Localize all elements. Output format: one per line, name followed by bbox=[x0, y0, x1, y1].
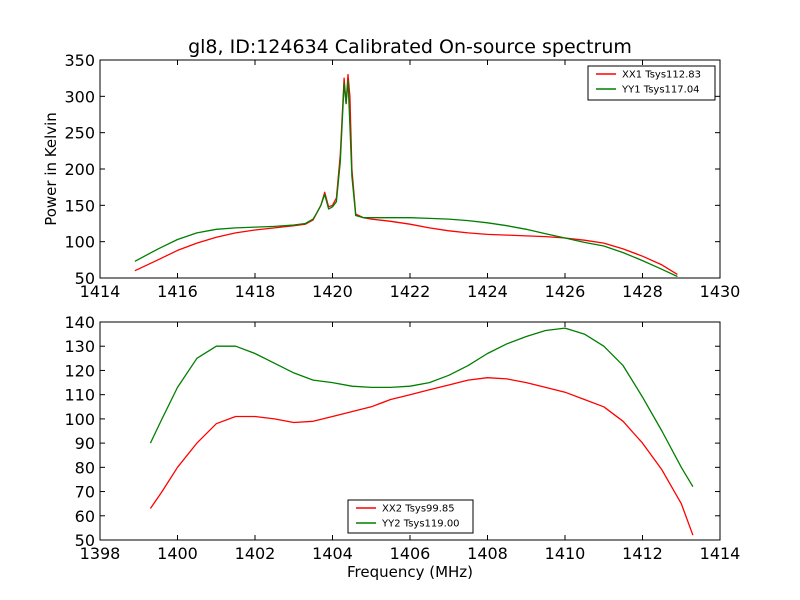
top-plot-panel: 1414 1416 1418 1420 1422 1424 1426 1428 1430 501… bbox=[42, 51, 740, 301]
bottom-series-line-xx bbox=[149, 377, 694, 536]
top-plot-frame bbox=[99, 59, 721, 279]
top-y-tick-label: 200 bbox=[64, 160, 95, 179]
bottom-x-tick-label: 1414 bbox=[700, 544, 741, 563]
top-x-tick-label: 1430 bbox=[700, 282, 741, 301]
top-x-tick-label: 1428 bbox=[622, 282, 663, 301]
top-legend-box bbox=[587, 65, 716, 101]
bottom-x-ticks: 1398 1400 1402 1404 1406 1408 1410 1412 1414 bbox=[80, 322, 741, 563]
bottom-x-tick-label: 1410 bbox=[545, 544, 586, 563]
chart-title: gl8, ID:124634 Calibrated On-source spec… bbox=[188, 36, 632, 58]
bottom-y-ticks: 50 60 70 80 90 100 110 120 130 140 bbox=[64, 313, 720, 550]
top-y-tick-label: 250 bbox=[64, 124, 95, 143]
bottom-series-line-yy bbox=[149, 327, 694, 488]
bottom-y-tick-label: 90 bbox=[75, 434, 95, 453]
bottom-legend-label-xx2: XX2 Tsys99.85 bbox=[382, 504, 455, 515]
bottom-x-tick-label: 1402 bbox=[235, 544, 276, 563]
top-y-ticks: 50 100 150 200 250 300 350 bbox=[64, 51, 720, 288]
top-y-axis-label: Power in Kelvin bbox=[42, 112, 60, 226]
top-x-tick-label: 1420 bbox=[312, 282, 353, 301]
top-series-lines bbox=[134, 73, 678, 278]
bottom-y-tick-label: 120 bbox=[64, 361, 95, 380]
bottom-y-tick-label: 70 bbox=[75, 483, 95, 502]
top-x-tick-label: 1414 bbox=[80, 282, 121, 301]
bottom-y-tick-label: 50 bbox=[75, 531, 95, 550]
top-series-line-xx bbox=[134, 73, 678, 275]
top-legend: XX1 Tsys112.83 YY1 Tsys117.04 bbox=[587, 65, 716, 101]
bottom-plot-panel: 1398 1400 1402 1404 1406 1408 1410 1412 1414 50 6… bbox=[64, 313, 740, 581]
bottom-x-tick-label: 1412 bbox=[622, 544, 663, 563]
bottom-y-tick-label: 60 bbox=[75, 507, 95, 526]
bottom-y-tick-label: 140 bbox=[64, 313, 95, 332]
top-x-tick-label: 1422 bbox=[390, 282, 431, 301]
bottom-y-tick-label: 130 bbox=[64, 337, 95, 356]
top-y-tick-label: 150 bbox=[64, 196, 95, 215]
top-y-tick-label: 100 bbox=[64, 233, 95, 252]
bottom-x-tick-label: 1400 bbox=[157, 544, 198, 563]
top-x-tick-label: 1418 bbox=[235, 282, 276, 301]
top-x-tick-label: 1426 bbox=[545, 282, 586, 301]
top-y-tick-label: 350 bbox=[64, 51, 95, 70]
top-legend-label-xx1: XX1 Tsys112.83 bbox=[622, 70, 701, 81]
bottom-legend: XX2 Tsys99.85 YY2 Tsys119.00 bbox=[347, 499, 474, 534]
top-x-tick-label: 1416 bbox=[157, 282, 198, 301]
top-y-tick-label: 300 bbox=[64, 87, 95, 106]
bottom-plot-frame bbox=[99, 321, 721, 541]
top-series-line-yy bbox=[134, 79, 678, 278]
top-x-ticks: 1414 1416 1418 1420 1422 1424 1426 1428 1430 bbox=[80, 60, 741, 301]
bottom-y-tick-label: 80 bbox=[75, 458, 95, 477]
bottom-legend-box bbox=[347, 499, 474, 534]
bottom-legend-label-yy2: YY2 Tsys119.00 bbox=[381, 519, 460, 530]
bottom-y-tick-label: 100 bbox=[64, 410, 95, 429]
bottom-series-lines bbox=[149, 327, 694, 536]
top-y-tick-label: 50 bbox=[75, 269, 95, 288]
top-x-tick-label: 1424 bbox=[467, 282, 508, 301]
bottom-x-tick-label: 1404 bbox=[312, 544, 353, 563]
bottom-x-axis-label: Frequency (MHz) bbox=[347, 563, 473, 581]
top-legend-label-yy1: YY1 Tsys117.04 bbox=[621, 85, 700, 96]
bottom-x-tick-label: 1406 bbox=[390, 544, 431, 563]
bottom-y-tick-label: 110 bbox=[64, 386, 95, 405]
bottom-x-tick-label: 1408 bbox=[467, 544, 508, 563]
bottom-x-tick-label: 1398 bbox=[80, 544, 121, 563]
